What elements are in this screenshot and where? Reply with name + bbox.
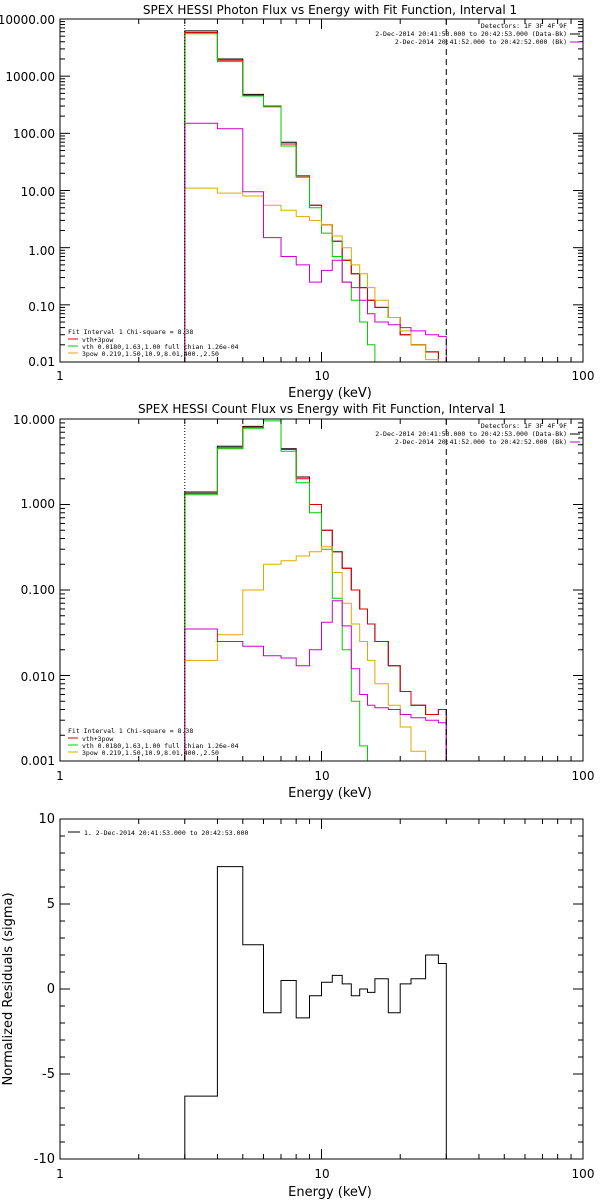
marker-lines — [184, 419, 447, 761]
count-flux-chart: SPEX HESSI Count Flux vs Energy with Fit… — [13, 402, 594, 801]
y-tick-label: 0.001 — [21, 754, 55, 768]
y-tick-label: -10 — [34, 1152, 55, 1167]
series-line — [184, 546, 427, 761]
axis-ticks — [59, 818, 584, 1160]
y-tick-label: 1.00 — [28, 244, 55, 258]
interval-text: 2-Dec-2014 20:41:53.000 to 20:42:53.000 … — [375, 30, 567, 38]
residuals-chart: -10 -5 0 5 10 1 10 100 Energy (keV) Norm… — [1, 812, 594, 1200]
y-tick-label: 0.10 — [28, 300, 55, 314]
y-tick-label: 1.000 — [21, 497, 55, 511]
y-tick-label: 0 — [47, 982, 55, 997]
x-axis-label: Energy (keV) — [288, 1185, 372, 1200]
y-tick-label: 5 — [47, 897, 55, 912]
series-line — [184, 420, 368, 761]
header-info: Detectors: 1F 3F 4F 9F 2-Dec-2014 20:41:… — [375, 22, 580, 46]
y-tick-label: 10.000 — [13, 413, 55, 427]
interval-text: 2-Dec-2014 20:41:52.000 to 20:42:52.000 … — [395, 438, 567, 446]
series-line — [184, 33, 389, 363]
residual-legend: 1. 2-Dec-2014 20:41:53.000 to 20:42:53.0… — [68, 829, 248, 837]
header-info: Detectors: 1F 3F 4F 9F 2-Dec-2014 20:41:… — [375, 422, 580, 446]
fit-legend-item: vth 0.0180,1.63,1.00 full chian 1.26e-04 — [82, 343, 239, 351]
y-tick-label: -5 — [42, 1067, 55, 1082]
x-tick-label: 1 — [56, 369, 64, 383]
series-line — [184, 600, 447, 761]
x-tick-label: 10 — [314, 1167, 329, 1181]
x-tick-labels: 1 10 100 — [56, 1167, 594, 1181]
x-axis-label: Energy (keV) — [288, 786, 372, 801]
y-tick-label: 10 — [38, 812, 55, 827]
photon-flux-chart: SPEX HESSI Photon Flux vs Energy with Fi… — [0, 3, 594, 401]
fit-legend-item: 3pow 0.219,1.50,10.9,8.01,400.,2.50 — [82, 350, 219, 358]
fit-legend-item: vth+3pow — [82, 735, 113, 743]
y-tick-label: 10000.00 — [0, 13, 55, 27]
fit-legend-item: 3pow 0.219,1.50,10.9,8.01,400.,2.50 — [82, 749, 219, 757]
chart-title: SPEX HESSI Photon Flux vs Energy with Fi… — [143, 3, 517, 17]
y-tick-label: 0.010 — [21, 670, 55, 684]
series-line — [184, 122, 447, 362]
y-tick-labels: 0.001 0.010 0.100 1.000 10.000 — [13, 413, 55, 768]
y-axis-label: Normalized Residuals (sigma) — [1, 892, 16, 1085]
fit-legend-title: Fit Interval 1 Chi-square = 8.38 — [68, 328, 193, 336]
x-tick-label: 100 — [572, 1167, 595, 1181]
x-tick-label: 1 — [56, 1167, 64, 1181]
x-tick-labels: 1 10 100 — [56, 369, 594, 383]
y-tick-label: 0.100 — [21, 583, 55, 597]
fit-legend-item: vth+3pow — [82, 336, 113, 344]
x-tick-label: 10 — [314, 369, 329, 383]
detectors-text: Detectors: 1F 3F 4F 9F — [481, 422, 567, 430]
x-tick-label: 1 — [56, 769, 64, 783]
axis-ticks — [59, 18, 584, 363]
residual-legend-item: 1. 2-Dec-2014 20:41:53.000 to 20:42:53.0… — [84, 829, 248, 837]
y-tick-label: 0.01 — [28, 355, 55, 369]
fit-legend-item: vth 0.0180,1.63,1.00 full chian 1.26e-04 — [82, 742, 239, 750]
x-tick-label: 100 — [572, 369, 595, 383]
fit-legend: Fit Interval 1 Chi-square = 8.38 vth+3po… — [68, 727, 239, 757]
series-group — [184, 30, 447, 363]
fit-legend: Fit Interval 1 Chi-square = 8.38 vth+3po… — [68, 328, 239, 358]
chart-title: SPEX HESSI Count Flux vs Energy with Fit… — [138, 402, 506, 416]
interval-text: 2-Dec-2014 20:41:52.000 to 20:42:52.000 … — [395, 38, 567, 46]
y-tick-labels: 0.01 0.10 1.00 10.00 100.00 1000.00 1000… — [0, 13, 55, 369]
axis-ticks — [59, 418, 584, 762]
x-tick-label: 100 — [572, 769, 595, 783]
y-tick-labels: -10 -5 0 5 10 — [34, 812, 55, 1167]
x-tick-labels: 1 10 100 — [56, 769, 594, 783]
y-tick-label: 100.00 — [13, 127, 55, 141]
y-tick-label: 1000.00 — [5, 70, 55, 84]
y-tick-label: 10.00 — [21, 185, 55, 199]
series-group — [184, 866, 447, 1159]
series-line — [184, 866, 447, 1159]
x-tick-label: 10 — [314, 769, 329, 783]
marker-lines — [184, 19, 447, 362]
detectors-text: Detectors: 1F 3F 4F 9F — [481, 22, 567, 30]
fit-legend-title: Fit Interval 1 Chi-square = 8.38 — [68, 727, 193, 735]
x-axis-label: Energy (keV) — [288, 386, 372, 401]
interval-text: 2-Dec-2014 20:41:53.000 to 20:42:53.000 … — [375, 430, 567, 438]
